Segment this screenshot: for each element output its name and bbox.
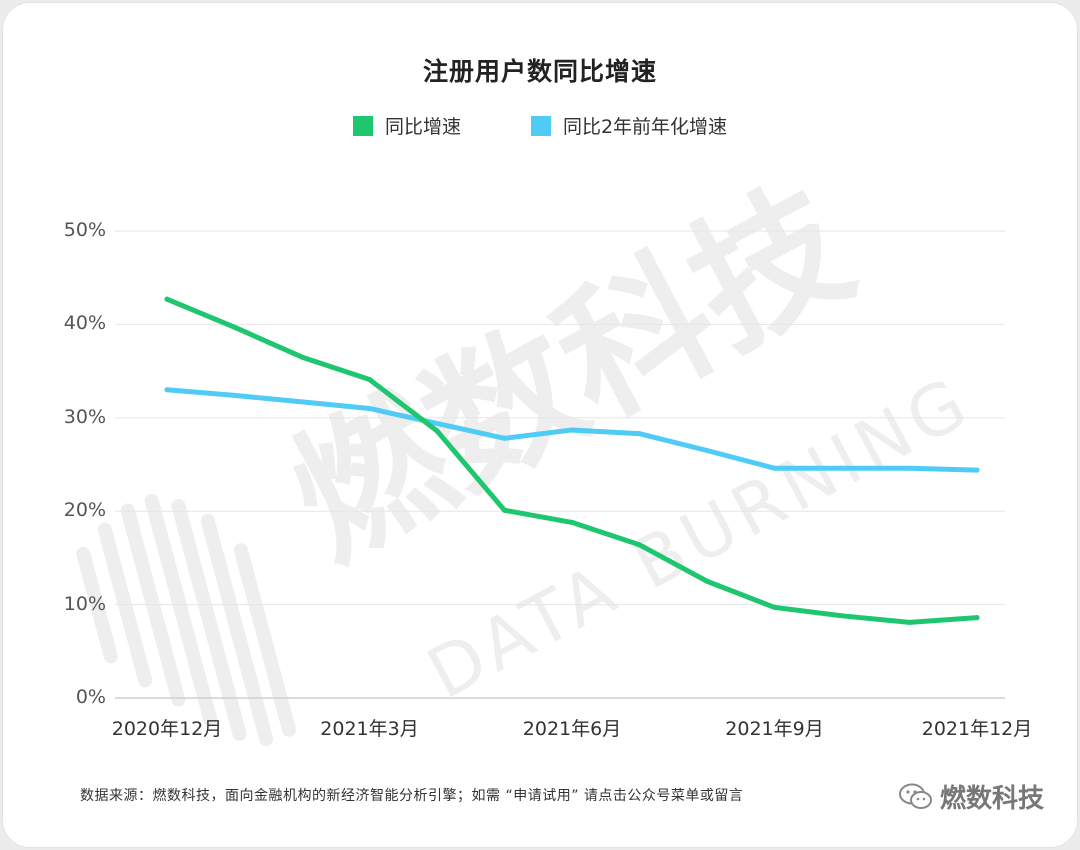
x-tick-label: 2021年3月 [320,718,419,740]
data-point-series2 [299,399,305,405]
legend: 同比增速 同比2年前年化增速 [0,112,1080,139]
data-point-series1 [637,542,642,548]
data-point-series2 [839,465,845,471]
data-point-series2 [704,447,710,453]
data-point-series1 [772,604,777,610]
series-line-1 [164,296,980,625]
legend-label-series1: 同比增速 [384,116,461,138]
source-note: 数据来源：燃数科技，面向金融机构的新经济智能分析引擎；如需 “申请试用” 请点击… [80,788,744,804]
legend-item-series2: 同比2年前年化增速 [530,112,728,139]
data-point-series2 [502,435,507,441]
data-point-series2 [907,465,912,471]
data-point-series2 [434,420,440,426]
data-point-series1 [974,615,980,621]
data-point-series1 [704,578,710,584]
data-point-series1 [502,507,507,513]
legend-item-series1: 同比增速 [352,112,461,139]
y-tick-label: 50% [63,219,106,241]
brand-name: 燃数科技 [939,784,1044,814]
data-point-series2 [367,405,372,411]
y-tick-label: 20% [63,499,106,522]
data-point-series1 [367,377,372,383]
data-point-series1 [907,619,912,625]
legend-label-series2: 同比2年前年化增速 [562,116,728,138]
legend-swatch-series2 [530,115,551,136]
x-tick-label: 2021年12月 [921,718,1033,740]
data-point-series2 [164,387,170,393]
wechat-icon [898,783,932,809]
y-tick-label: 10% [63,592,106,615]
data-point-series2 [637,431,642,437]
data-point-series1 [434,428,440,434]
data-point-series2 [232,392,237,398]
data-point-series1 [569,519,575,525]
data-point-series1 [839,613,845,619]
data-point-series1 [299,354,305,360]
x-tick-label: 2020年12月 [111,718,223,740]
x-tick-label: 2021年6月 [522,718,622,740]
brand: 燃数科技 [898,778,1044,815]
data-point-series2 [569,427,575,433]
y-tick-label: 0% [75,686,106,708]
y-tick-label: 30% [63,405,106,428]
data-point-series1 [232,324,237,330]
data-point-series2 [974,467,980,473]
x-tick-label: 2021年9月 [725,718,824,740]
legend-swatch-series1 [352,115,373,136]
data-point-series1 [164,296,170,302]
y-tick-label: 40% [63,312,106,335]
data-point-series2 [772,465,777,471]
chart-title: 注册用户数同比增速 [422,57,657,86]
